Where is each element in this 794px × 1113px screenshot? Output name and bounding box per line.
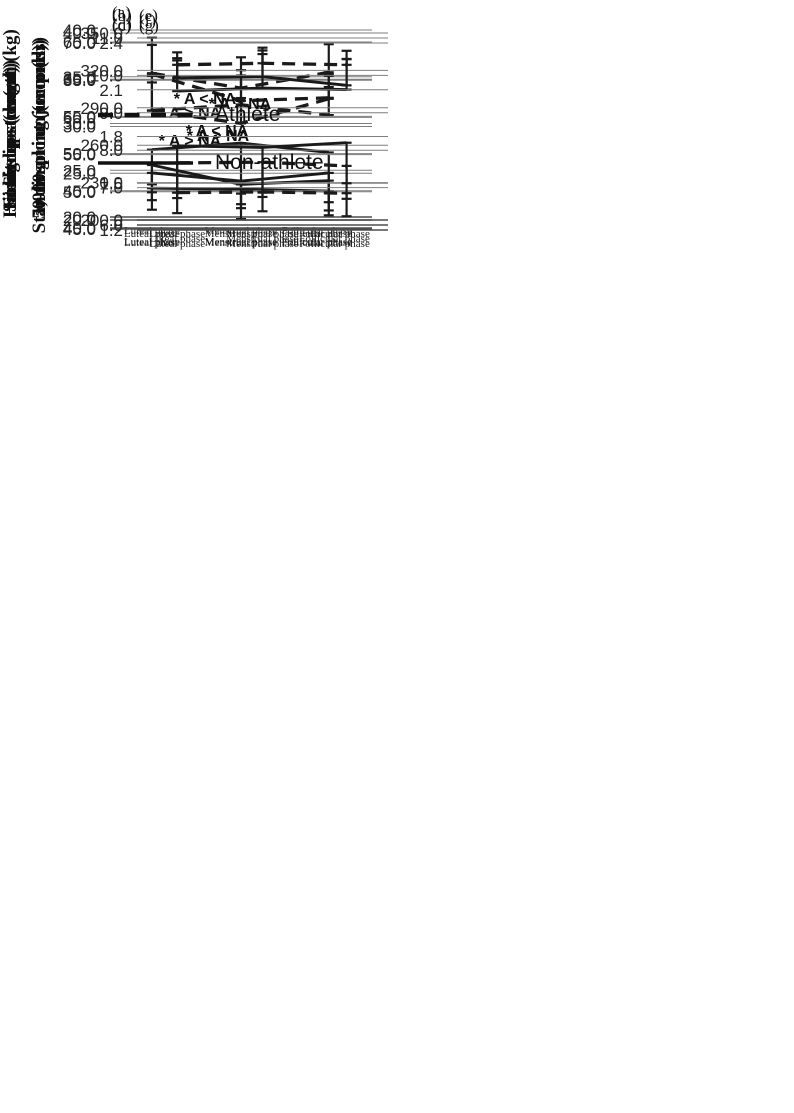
y-tick-label: 1.8 [99,128,123,147]
y-tick-label: 55.0 [63,107,96,126]
x-tick-label: Follicular phase [281,228,352,240]
y-tick-label: 8.0 [99,141,123,160]
legend: Athlete Non-athlete [0,0,397,258]
y-tick-label: 50.0 [63,183,96,202]
significance-annotation: * A < NA [186,123,249,140]
x-tick-label: Menstrual phase [205,237,278,249]
y-tick-label: 20.0 [63,208,96,227]
y-tick-label: 45.0 [63,182,96,201]
y-tick-label: 2.1 [99,81,123,100]
x-tick-label: Menstrual phase [226,238,299,250]
series-line-non-athlete [151,171,329,183]
x-tick-label: Menstrual phase [226,233,299,245]
y-tick-label: 25.0 [63,164,96,183]
y-tick-label: 350.0 [80,24,123,43]
significance-annotation: * A < NA [174,91,237,108]
x-tick-label: Follicular phase [281,237,352,249]
series-line-non-athlete [177,141,347,149]
y-tick-label: 40.0 [63,21,96,40]
panel-letter: (a) [112,3,131,22]
significance-annotation: * A > NA [209,96,272,113]
legend-item-athlete: Athlete [98,104,280,125]
panel-letter: (d) [112,15,132,34]
y-tick-label: 50.0 [63,145,96,164]
x-tick-label: Luteal phase [149,228,205,240]
y-tick-label: 30.0 [63,118,96,137]
y-axis-title: Sit-ups (count) [0,67,21,187]
y-tick-label: 40.0 [63,219,96,238]
x-tick-label: Luteal phase [149,238,205,250]
y-tick-label: 11.0 [91,29,123,48]
y-axis-title: Side-steps (count) [0,63,21,207]
y-tick-label: 45.0 [63,220,96,239]
y-tick-label: 35.0 [63,68,96,87]
panel-letter: (g) [139,16,159,35]
x-tick-label: Menstrual phase [205,228,278,240]
chart-panel-d: 40.0 45.0 50.0 55.0 60.0 65.0 Luteal phase Mens… [0,0,397,258]
series-line-athlete [177,61,347,67]
y-axis-title: Handgrip strength (kg) [0,29,21,218]
y-tick-label: 2.4 [99,34,123,53]
legend-label-non-athlete: Non-athlete [215,151,324,174]
x-tick-label: Menstrual phase [226,228,299,240]
y-tick-label: 30.0 [63,115,96,134]
y-tick-label: 60.0 [63,70,96,89]
y-tick-label: 25.0 [63,161,96,180]
y-axis-title: 50-m sprint (seconds) [29,44,50,218]
x-tick-label: Menstrual phase [205,236,278,248]
x-tick-label: Follicular phase [299,233,370,245]
panel-letter: (c) [112,16,131,35]
y-tick-label: 10.0 [90,66,123,85]
y-tick-label: 20.0 [63,211,96,230]
y-tick-label: 6.0 [99,216,123,235]
panel-letter: (e) [139,6,158,25]
y-tick-label: 65.0 [63,71,96,90]
y-axis-title: Standing long jump (m) [29,40,50,234]
y-tick-label: 40.0 [63,24,96,43]
legend-label-athlete: Athlete [215,103,281,126]
panel-letter: (b) [112,6,132,25]
solid-line-icon [98,160,193,165]
y-tick-label: 1.2 [99,221,123,240]
y-tick-label: 60.0 [63,108,96,127]
y-tick-label: 7.0 [99,179,123,198]
x-tick-label: Follicular phase [299,238,370,250]
y-tick-label: 230.0 [80,174,123,193]
x-tick-label: Follicular phase [281,236,352,248]
x-tick-label: Follicular phase [299,228,370,240]
y-axis-title: 1,000-m run (seconds) [29,37,50,216]
series-line-non-athlete [151,141,329,154]
y-tick-label: 260.0 [80,136,123,155]
panel-letter: (f) [139,11,156,30]
x-tick-label: Luteal phase [124,237,180,249]
y-tick-label: 35.0 [63,71,96,90]
dashed-line-icon [98,112,193,117]
series-line-athlete [151,72,329,103]
x-tick-label: Luteal phase [149,233,205,245]
y-tick-label: 70.0 [63,34,96,53]
legend-item-non-athlete: Non-athlete [98,152,324,173]
y-tick-label: 65.0 [63,33,96,52]
y-axis-title: Sit-and-reach (cm) [0,60,21,212]
y-tick-label: 1.5 [99,174,123,193]
x-tick-label: Luteal phase [124,236,180,248]
y-tick-label: 320.0 [80,61,123,80]
y-tick-label: 55.0 [63,146,96,165]
y-tick-label: 200.0 [80,211,123,230]
x-tick-label: Luteal phase [124,228,180,240]
chart-panel-g: 1.2 1.5 1.8 2.1 2.4 Luteal phase Menstrual pha… [0,0,397,258]
